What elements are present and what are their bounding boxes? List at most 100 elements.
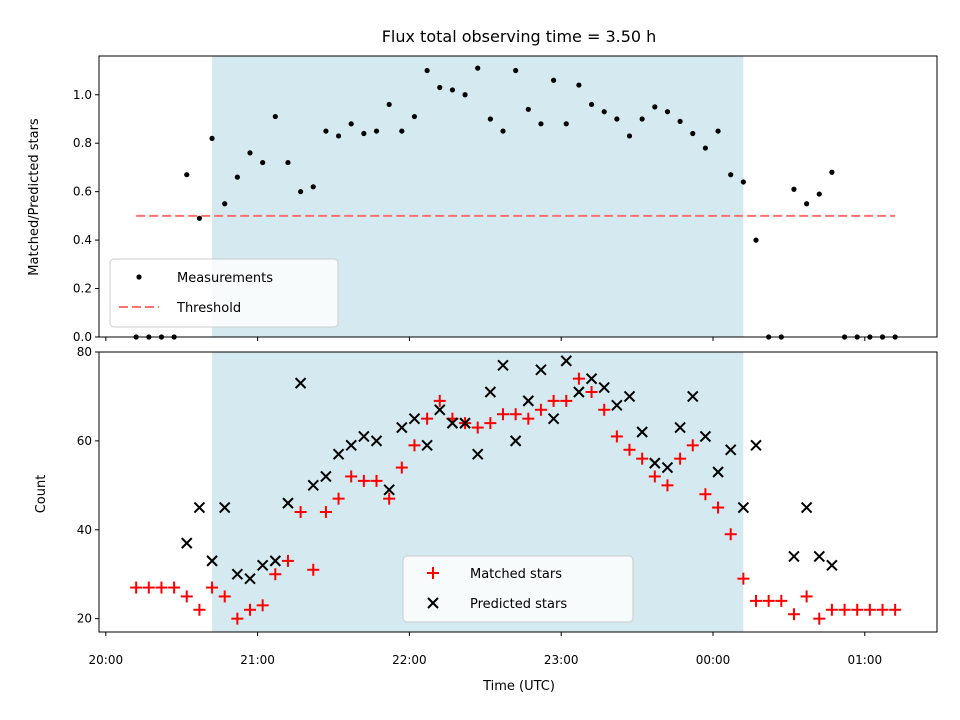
matched-star-point [863,603,876,616]
matched-star-point [851,603,864,616]
matched-star-point [509,408,522,421]
measurement-point [411,113,418,120]
legend-predicted-label: Predicted stars [470,597,567,612]
matched-star-point [699,488,712,501]
predicted-star-point [509,435,522,447]
measurement-point [690,130,696,137]
measurement-point [184,172,190,178]
matched-star-point [750,594,763,607]
predicted-star-point [712,466,724,478]
predicted-star-point [307,479,319,492]
matched-star-point [206,581,219,594]
measurement-point [677,118,683,125]
predicted-star-point [484,386,497,398]
predicted-star-point [585,372,598,385]
predicted-star-point [472,448,484,460]
bottom-legend: Matched stars Predicted stars [402,555,634,623]
measurement-point [664,109,671,115]
measurement-point [639,116,645,122]
predicted-star-point [737,501,750,514]
matched-star-point [383,492,396,505]
predicted-star-point [244,572,256,585]
measurement-point [285,159,291,166]
matched-star-point [572,372,585,385]
predicted-star-point [598,381,610,394]
measurement-point [538,121,544,127]
matched-star-point [421,412,434,425]
matched-star-point [142,581,155,594]
measurement-point [576,82,582,88]
measurement-point [740,179,746,185]
matched-star-point [370,474,383,487]
predicted-star-point [560,355,572,367]
measurement-point [475,65,481,71]
measurement-point [386,101,392,108]
matched-star-point [345,470,358,483]
predicted-star-point [800,501,813,514]
measurement-point [209,135,215,141]
legend-matched-label: Matched stars [470,567,562,582]
measurement-point [373,128,380,134]
measurement-point [348,121,354,127]
top-y-axis-label: Matched/Predicted stars [27,118,42,276]
matched-star-point [332,492,345,505]
predicted-star-point [522,395,535,407]
matched-star-point [408,439,421,452]
bottom-ytick-label: 80 [77,345,92,359]
predicted-star-point [320,470,332,483]
matched-star-point [395,461,408,474]
top-legend: Measurements Threshold [109,258,339,328]
measurement-point [626,133,633,139]
measurement-point [298,189,304,195]
measurement-point [702,145,709,151]
matched-star-point [585,386,598,398]
matched-star-point [357,474,370,487]
predicted-star-point [674,421,686,434]
measurement-point [614,116,620,122]
predicted-star-point [181,537,193,549]
predicted-star-point [661,461,674,474]
count-points [130,355,902,625]
predicted-star-point [446,417,459,429]
matched-star-point [281,554,294,567]
top-legend-box [109,258,339,328]
top-ytick-label: 0.0 [73,330,92,344]
top-ytick-label: 0.6 [73,185,92,199]
bottom-ytick-label: 60 [77,434,92,448]
xtick-label: 01:00 [848,653,883,667]
measurement-point [551,77,557,83]
measurement-point [513,67,519,74]
top-ytick-label: 1.0 [73,88,92,102]
matched-star-point [155,581,168,594]
matched-star-point [522,412,535,425]
measurement-point [715,128,721,134]
matched-star-point [686,439,699,452]
matched-star-point [560,394,573,407]
matched-star-point [762,594,775,607]
measurement-point [487,116,493,122]
predicted-star-point [345,439,357,452]
matched-star-point [256,599,269,612]
measurement-point [588,101,595,108]
predicted-star-point [421,439,433,452]
predicted-star-point [396,421,408,434]
bottom-x-ticks: 20:00 21:00 22:00 23:00 00:00 01:00 [89,632,883,667]
measurement-point [728,172,734,178]
matched-star-point [889,603,902,616]
bottom-y-axis-label: Count [34,475,49,514]
measurement-point [652,104,658,110]
predicted-star-point [725,444,737,456]
measurement-point [791,186,797,192]
measurement-point [222,201,228,207]
measurement-point [335,133,342,139]
matched-star-point [484,417,497,430]
matched-star-point [180,590,193,603]
measurement-point [196,215,203,221]
top-frame [98,55,938,338]
measurement-point [247,150,253,156]
matched-star-point [623,443,636,456]
matched-star-point [244,603,257,616]
x-axis-label: Time (UTC) [482,679,555,694]
predicted-star-point [434,404,446,416]
bottom-legend-box [402,555,634,623]
